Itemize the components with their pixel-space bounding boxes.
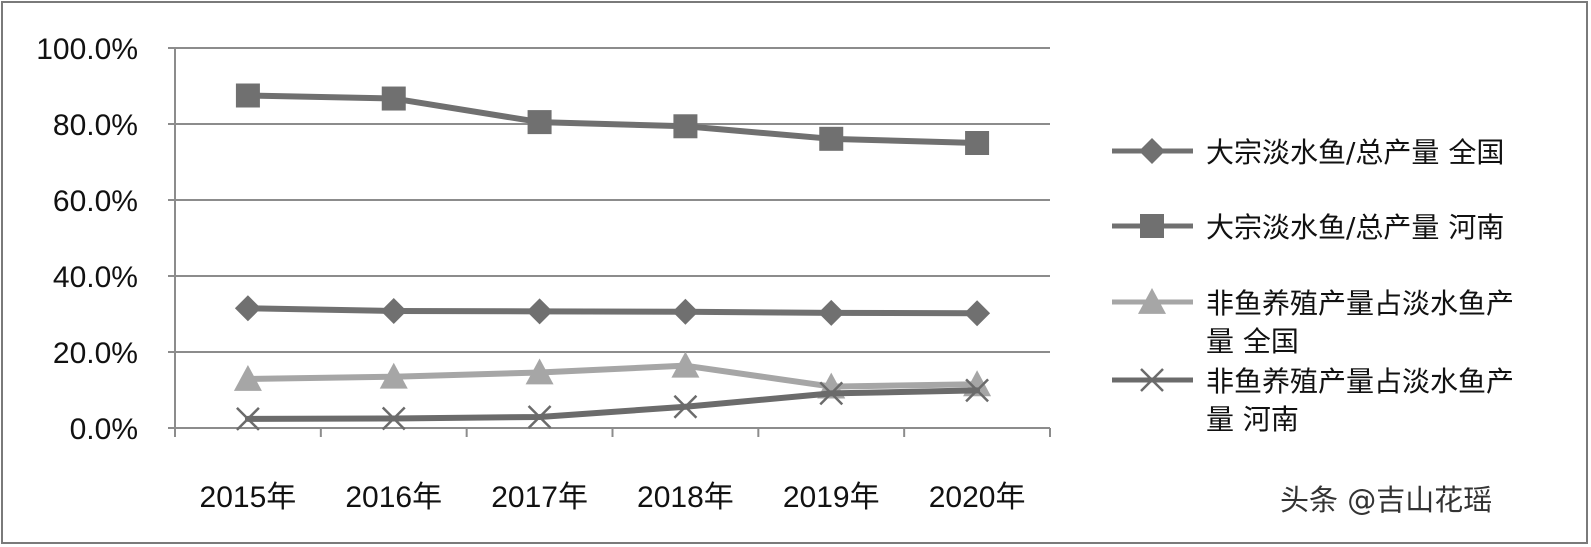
data-point <box>527 110 552 135</box>
series-line <box>244 362 981 390</box>
x-tick-label: 2015年 <box>200 481 297 514</box>
data-point <box>673 114 698 139</box>
legend-marker <box>1140 368 1164 392</box>
series-1 <box>234 295 991 327</box>
series-line <box>244 387 981 422</box>
y-tick-label: 20.0% <box>53 337 138 370</box>
data-point <box>964 300 991 327</box>
data-point <box>381 86 406 111</box>
legend-label: 非鱼养殖产量占淡水鱼产 <box>1206 287 1514 320</box>
series-line <box>244 305 981 317</box>
data-point <box>672 298 699 325</box>
y-tick-label: 60.0% <box>53 185 138 218</box>
data-point <box>235 83 260 108</box>
y-axis-tick-labels: 0.0% 20.0% 40.0% 60.0% 80.0% 100.0% <box>36 33 138 446</box>
x-tick-label: 2020年 <box>929 481 1026 514</box>
data-point <box>671 351 700 378</box>
legend-label: 非鱼养殖产量占淡水鱼产 <box>1206 365 1514 398</box>
legend-marker <box>1138 288 1166 314</box>
y-tick-label: 100.0% <box>36 33 138 66</box>
legend-item-2: 大宗淡水鱼/总产量 河南 <box>1112 211 1504 244</box>
x-tick-label: 2019年 <box>783 481 880 514</box>
x-tick-label: 2016年 <box>345 481 442 514</box>
legend-label: 大宗淡水鱼/总产量 河南 <box>1206 211 1504 244</box>
data-point <box>965 378 989 403</box>
y-tick-label: 80.0% <box>53 109 138 142</box>
axes <box>168 47 1051 437</box>
data-point <box>381 406 406 431</box>
legend-label: 量 全国 <box>1206 325 1299 358</box>
data-point <box>818 299 845 326</box>
gridlines <box>175 47 1050 353</box>
x-tick-label: 2018年 <box>637 481 734 514</box>
data-point <box>965 131 990 155</box>
data-point <box>525 358 554 385</box>
data-point <box>236 406 260 431</box>
data-point <box>673 394 698 419</box>
legend-marker <box>1140 214 1164 238</box>
series-line <box>244 92 981 146</box>
x-tick-label: 2017年 <box>491 481 588 514</box>
legend-label: 量 河南 <box>1206 403 1299 436</box>
y-tick-label: 0.0% <box>70 413 138 446</box>
data-point <box>819 381 844 406</box>
data-point <box>380 297 407 324</box>
legend-item-1: 大宗淡水鱼/总产量 全国 <box>1112 136 1504 169</box>
data-point <box>379 362 408 389</box>
data-point <box>234 295 261 322</box>
legend-label: 大宗淡水鱼/总产量 全国 <box>1206 136 1504 169</box>
data-point <box>526 298 553 325</box>
legend-marker <box>1139 138 1165 164</box>
y-tick-label: 40.0% <box>53 261 138 294</box>
series-2 <box>235 83 990 155</box>
watermark-text: 头条 @吉山花瑶 <box>1280 483 1492 517</box>
x-axis-tick-labels: 2015年 2016年 2017年 2018年 2019年 2020年 <box>200 481 1026 514</box>
series-4 <box>236 378 989 431</box>
data-point <box>527 405 552 429</box>
series-lines <box>233 83 992 431</box>
data-point <box>819 126 844 151</box>
data-point <box>233 364 262 391</box>
